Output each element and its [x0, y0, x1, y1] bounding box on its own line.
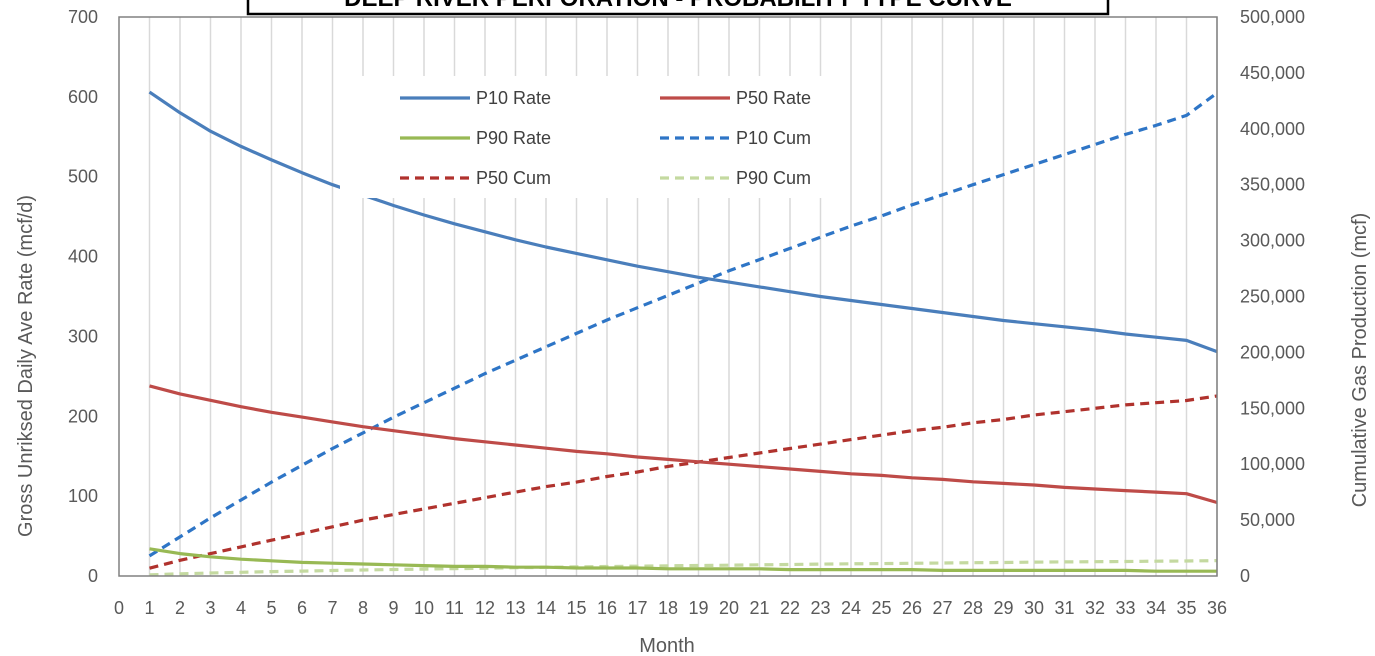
series-line-p10-cum — [148, 91, 1218, 558]
legend: P10 Rate P50 Rate P90 Rate P10 Cum P50 Cum P9… — [340, 76, 850, 198]
x-tick-label: 3 — [205, 598, 215, 618]
series-line-p90-rate — [149, 547, 1217, 573]
chart-title-box: DEEP RIVER PERFORATION - PROBABILITY TYP… — [246, 0, 1110, 16]
x-tick-label: 8 — [358, 598, 368, 618]
y2-tick-label: 400,000 — [1240, 119, 1305, 139]
legend-label: P90 Rate — [476, 128, 551, 148]
y2-tick-label: 300,000 — [1240, 231, 1305, 251]
y2-tick-label: 200,000 — [1240, 342, 1305, 362]
x-tick-label: 24 — [841, 598, 861, 618]
x-tick-label: 7 — [327, 598, 337, 618]
x-tick-label: 2 — [175, 598, 185, 618]
legend-label: P10 Rate — [476, 88, 551, 108]
x-tick-label: 12 — [475, 598, 495, 618]
series-line-p50-rate — [149, 384, 1218, 505]
x-tick-label: 35 — [1176, 598, 1196, 618]
y-tick-label: 0 — [88, 566, 98, 586]
series-lines — [148, 90, 1218, 577]
y2-tick-label: 250,000 — [1240, 287, 1305, 307]
legend-label: P50 Cum — [476, 168, 551, 188]
x-tick-label: 9 — [388, 598, 398, 618]
series-line-p90-cum — [149, 559, 1218, 577]
series-line-p50-cum — [149, 394, 1218, 570]
x-tick-label: 20 — [719, 598, 739, 618]
y-axis-title: Gross Unriksed Daily Ave Rate (mcf/d) — [15, 195, 37, 537]
y-tick-label: 300 — [68, 326, 98, 346]
y2-axis-ticks: 0 50,000 100,000 150,000 200,000 250,000 300,0… — [1240, 7, 1305, 586]
x-tick-label: 13 — [505, 598, 525, 618]
x-tick-label: 28 — [963, 598, 983, 618]
x-tick-label: 26 — [902, 598, 922, 618]
y2-axis-title: Cumulative Gas Production (mcf) — [1349, 213, 1371, 508]
x-tick-label: 5 — [266, 598, 276, 618]
x-tick-label: 36 — [1207, 598, 1227, 618]
x-tick-label: 10 — [414, 598, 434, 618]
x-tick-label: 33 — [1115, 598, 1135, 618]
x-tick-label: 1 — [144, 598, 154, 618]
x-tick-label: 32 — [1085, 598, 1105, 618]
x-axis-ticks: 0 1 2 3 4 5 6 7 8 9 10 11 12 13 14 15 16 17 18 19 20 21 22 23 24… — [114, 598, 1227, 618]
chart-title: DEEP RIVER PERFORATION - PROBABILITY TYP… — [344, 0, 1012, 12]
y2-tick-label: 100,000 — [1240, 454, 1305, 474]
y2-tick-label: 350,000 — [1240, 175, 1305, 195]
legend-label: P10 Cum — [736, 128, 811, 148]
y-tick-label: 200 — [68, 406, 98, 426]
y2-tick-label: 0 — [1240, 566, 1250, 586]
y2-tick-label: 150,000 — [1240, 398, 1305, 418]
y-tick-label: 700 — [68, 7, 98, 27]
x-axis-title: Month — [639, 635, 695, 656]
x-tick-label: 17 — [627, 598, 647, 618]
legend-label: P50 Rate — [736, 88, 811, 108]
plot-area-border — [118, 16, 1218, 577]
x-tick-label: 27 — [932, 598, 952, 618]
x-tick-label: 25 — [871, 598, 891, 618]
x-tick-label: 4 — [236, 598, 246, 618]
x-tick-label: 23 — [810, 598, 830, 618]
x-tick-label: 18 — [658, 598, 678, 618]
x-tick-label: 29 — [993, 598, 1013, 618]
y-tick-label: 600 — [68, 87, 98, 107]
y2-tick-label: 500,000 — [1240, 7, 1305, 27]
y-tick-label: 400 — [68, 247, 98, 267]
x-tick-label: 14 — [536, 598, 556, 618]
series-line-p10-rate — [148, 90, 1218, 354]
legend-label: P90 Cum — [736, 168, 811, 188]
x-tick-label: 19 — [688, 598, 708, 618]
x-tick-label: 22 — [780, 598, 800, 618]
x-tick-label: 0 — [114, 598, 124, 618]
y-tick-label: 100 — [68, 486, 98, 506]
x-tick-label: 21 — [749, 598, 769, 618]
y-axis-ticks: 0 100 200 300 400 500 600 700 — [68, 7, 98, 586]
y-tick-label: 500 — [68, 167, 98, 187]
y2-tick-label: 50,000 — [1240, 510, 1295, 530]
x-tick-label: 34 — [1146, 598, 1166, 618]
x-tick-label: 6 — [297, 598, 307, 618]
x-tick-label: 11 — [445, 598, 464, 618]
x-tick-label: 30 — [1024, 598, 1044, 618]
y2-tick-label: 450,000 — [1240, 63, 1305, 83]
x-tick-label: 16 — [597, 598, 617, 618]
x-tick-label: 15 — [566, 598, 586, 618]
x-tick-label: 31 — [1054, 598, 1074, 618]
